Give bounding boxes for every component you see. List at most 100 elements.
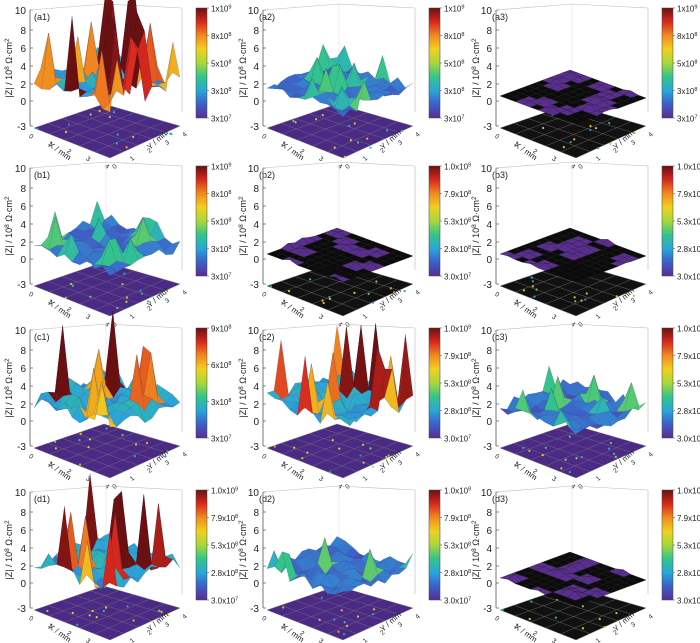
- floor-grid-line: [94, 603, 165, 635]
- floor-speckle: [69, 282, 73, 285]
- floor-speckle: [356, 141, 360, 144]
- floor-grid-line: [513, 281, 591, 310]
- floor-speckle: [609, 441, 612, 445]
- surface-cell: [567, 600, 584, 607]
- floor-grid-line: [294, 118, 372, 146]
- floor-speckle: [91, 609, 94, 613]
- surface-cell: [137, 30, 153, 103]
- z-tick-label: 6: [253, 202, 259, 213]
- z-tick-label: 0: [486, 97, 492, 108]
- x-tick-label: 4: [569, 321, 576, 329]
- floor-speckle: [542, 126, 545, 130]
- floor-speckle: [575, 457, 578, 460]
- floor-speckle: [581, 605, 585, 608]
- z-tick-label: 6: [486, 526, 492, 537]
- z-tick-label: 2: [486, 562, 492, 573]
- floor-grid-line: [61, 276, 139, 304]
- y-tick-label: 0: [577, 163, 585, 171]
- floor-speckle: [165, 133, 168, 136]
- z-axis-label: |Z| / 108 Ω·cm2: [238, 358, 248, 418]
- y-tick-label: 4: [647, 613, 655, 621]
- y-tick-label: 2: [379, 147, 387, 155]
- z-tick-label: 6: [486, 202, 492, 213]
- z-tick-label: 10: [15, 488, 27, 499]
- y-tick-label: 4: [647, 289, 655, 297]
- floor-grid-line: [79, 599, 150, 629]
- floor-plane: [33, 423, 181, 479]
- floor-speckle: [385, 129, 389, 132]
- colorbar-tick-label: 1.0x109: [444, 487, 471, 496]
- x-tick-label: 0: [493, 133, 500, 141]
- z-tick-label: 8: [20, 508, 26, 519]
- z-tick-label: 10: [481, 6, 493, 17]
- colorbar-tick-label: 3.0x107: [444, 597, 471, 606]
- floor-speckle: [292, 119, 295, 123]
- floor-speckle: [46, 609, 49, 613]
- floor-grid-line: [513, 605, 591, 634]
- surface-cell: [353, 325, 369, 395]
- x-tick-label: 3: [317, 313, 324, 321]
- z-tick-label: 10: [15, 164, 27, 175]
- floor-speckle: [166, 450, 169, 453]
- z-tick-label: 2: [486, 238, 492, 249]
- y-tick-label: 3: [630, 621, 638, 629]
- x-tick-label: 0: [260, 453, 267, 461]
- floor-grid-line: [312, 437, 383, 467]
- floor-speckle: [293, 446, 296, 449]
- floor-speckle: [531, 280, 534, 283]
- floor-speckle: [287, 289, 291, 293]
- z-tick-label: -3: [250, 122, 259, 133]
- x-tick-label: 3: [550, 313, 557, 321]
- y-tick-label: 4: [414, 289, 422, 297]
- y-tick-label: 2: [146, 305, 154, 313]
- floor-grid-line: [79, 117, 150, 147]
- floor-speckle: [393, 291, 396, 294]
- surface-mesh: [33, 200, 181, 276]
- z-tick-label: -3: [483, 442, 492, 453]
- floor-speckle: [282, 606, 285, 609]
- colorbar-tick-label: 1.0x109: [677, 163, 700, 172]
- y-tick-label: 1: [129, 637, 137, 643]
- colorbar-tick-label: 2.8x108: [444, 245, 471, 254]
- colorbar-tick-label: 1x109: [211, 163, 231, 172]
- floor-grid-line: [64, 112, 135, 141]
- floor-speckle: [589, 128, 592, 132]
- x-tick-label: 1: [46, 460, 53, 468]
- colorbar: [195, 327, 208, 439]
- y-tick-label: 2: [379, 467, 387, 475]
- floor-speckle: [580, 299, 583, 302]
- x-tick-label: 3: [317, 637, 324, 643]
- colorbar-tick-label: 3x108: [211, 87, 231, 96]
- z-axis-label: |Z| / 108 Ω·cm2: [471, 520, 481, 580]
- floor-speckle: [134, 443, 138, 446]
- x-tick-label: 1: [279, 460, 286, 468]
- floor-speckle: [607, 447, 611, 450]
- x-tick-label: 3: [84, 475, 91, 483]
- floor-grid-line: [560, 279, 631, 311]
- y-tick-label: 2: [146, 147, 154, 155]
- colorbar-tick-label: 3.0x107: [211, 597, 238, 606]
- floor-speckle: [615, 295, 618, 298]
- z-tick-label: 2: [20, 80, 26, 91]
- floor-speckle: [371, 613, 375, 616]
- floor-grid-line: [294, 600, 372, 628]
- floor-grid-line: [327, 603, 398, 635]
- floor-speckle: [145, 441, 149, 445]
- floor-speckle: [333, 146, 336, 149]
- floor-grid-line: [64, 270, 135, 299]
- floor-grid-line: [61, 438, 139, 466]
- colorbar-tick-label: 2.8x108: [677, 569, 700, 578]
- x-tick-label: 2: [531, 148, 538, 156]
- floor-speckle: [362, 461, 365, 464]
- floor-grid-line: [527, 600, 605, 628]
- z-tick-label: 4: [253, 382, 259, 393]
- floor-speckle: [95, 615, 98, 619]
- colorbar-tick-label: 3.0x107: [677, 435, 700, 444]
- z-tick-label: 4: [20, 544, 26, 555]
- floor-speckle: [353, 122, 356, 125]
- floor-grid-line: [327, 121, 398, 153]
